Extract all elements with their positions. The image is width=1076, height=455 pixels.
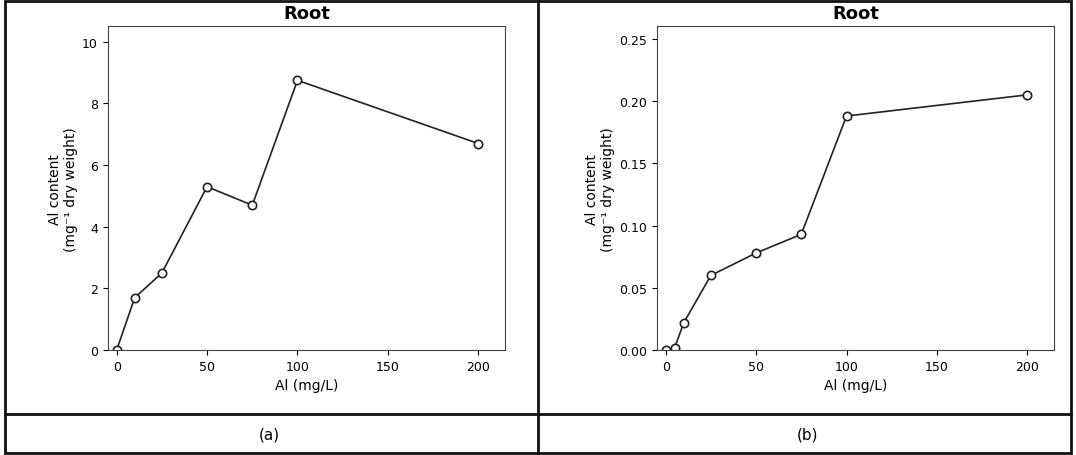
Title: Root: Root — [832, 5, 879, 23]
Title: Root: Root — [283, 5, 330, 23]
X-axis label: Al (mg/L): Al (mg/L) — [824, 379, 888, 393]
Text: (b): (b) — [796, 427, 818, 442]
Text: (a): (a) — [258, 427, 280, 442]
Y-axis label: Al content
(mg⁻¹ dry weight): Al content (mg⁻¹ dry weight) — [47, 126, 77, 251]
X-axis label: Al (mg/L): Al (mg/L) — [274, 379, 338, 393]
Y-axis label: Al content
(mg⁻¹ dry weight): Al content (mg⁻¹ dry weight) — [584, 126, 614, 251]
